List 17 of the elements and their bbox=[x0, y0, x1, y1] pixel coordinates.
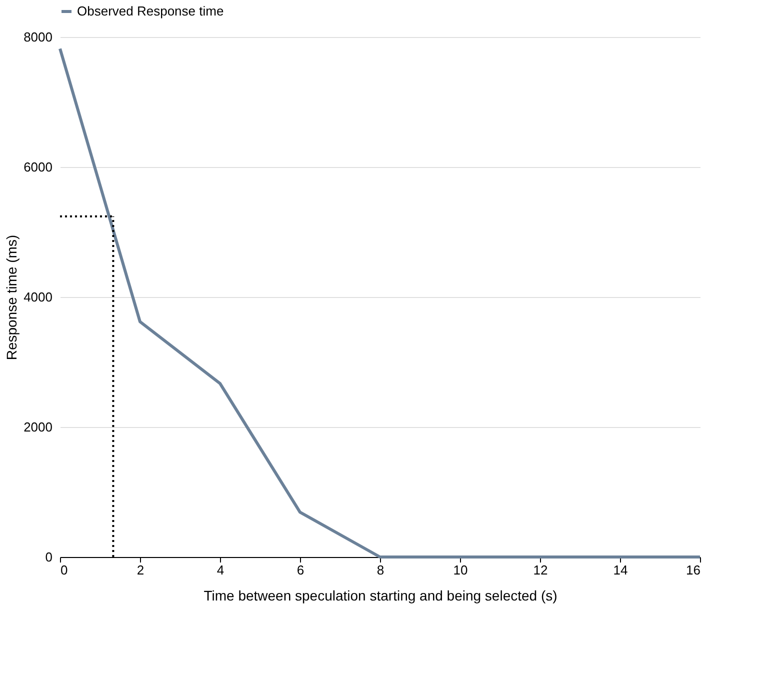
x-tick-label: 6 bbox=[296, 562, 304, 578]
x-tick-label: 12 bbox=[533, 562, 548, 578]
x-axis-title: Time between speculation starting and being selected (s) bbox=[204, 588, 558, 604]
x-tick-label: 2 bbox=[136, 562, 144, 578]
x-tick-label: 14 bbox=[613, 562, 628, 578]
x-tick-label: 16 bbox=[686, 562, 700, 578]
y-axis-title: Response time (ms) bbox=[4, 234, 20, 360]
legend-label: Observed Response time bbox=[77, 4, 224, 18]
x-tick-label: 10 bbox=[453, 562, 468, 578]
y-tick-label: 8000 bbox=[24, 30, 52, 44]
y-tick-label: 6000 bbox=[24, 160, 52, 174]
x-tick-label: 4 bbox=[216, 562, 224, 578]
y-tick-label: 0 bbox=[45, 550, 52, 564]
x-tick-label: 8 bbox=[376, 562, 384, 578]
x-tick-label: 0 bbox=[60, 562, 68, 578]
y-tick-label: 4000 bbox=[24, 290, 52, 304]
y-tick-label: 2000 bbox=[24, 420, 52, 434]
